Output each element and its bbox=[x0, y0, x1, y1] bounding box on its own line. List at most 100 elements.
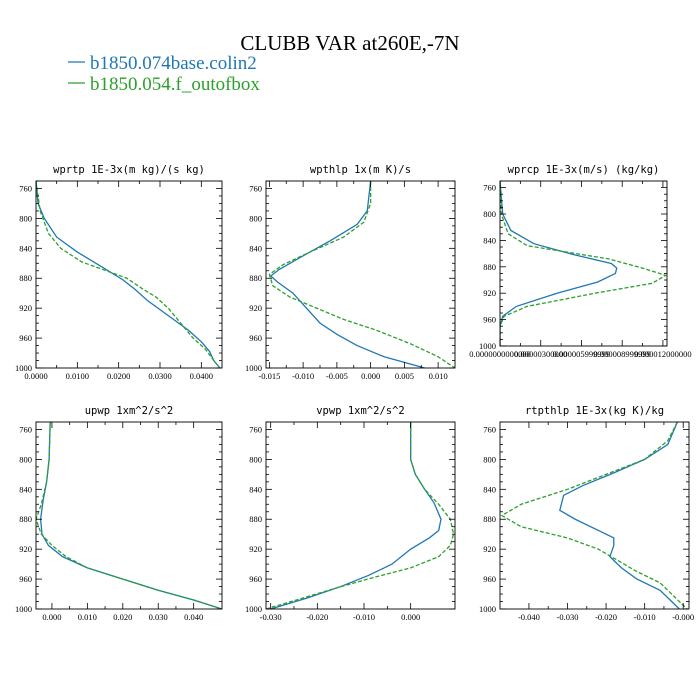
plot-frame bbox=[499, 421, 690, 610]
x-tick-label: 0.000 bbox=[42, 612, 61, 622]
x-tick-label: 0.000005999999 bbox=[553, 349, 610, 359]
y-tick-label: 960 bbox=[249, 574, 262, 584]
y-tick-label: 800 bbox=[19, 454, 32, 464]
x-tick-label: 0.040 bbox=[184, 612, 203, 622]
y-tick-label: 1000 bbox=[245, 604, 262, 614]
y-tick-label: 760 bbox=[249, 183, 262, 193]
y-tick-label: 920 bbox=[483, 544, 496, 554]
panels: wprtp 1E-3x(m kg)/(s kg) 760 800 840 880 920 9… bbox=[15, 164, 694, 622]
y-tick-label: 840 bbox=[249, 243, 262, 253]
series-line-2 bbox=[36, 422, 222, 609]
panel-4: upwp 1xm^2/s^2 760 800 840 880 920 960 1000 0.00… bbox=[15, 405, 223, 622]
x-tick-label: -0.000 bbox=[672, 612, 694, 622]
x-tick-label: -0.030 bbox=[260, 612, 282, 622]
panel-title: upwp 1xm^2/s^2 bbox=[85, 405, 174, 417]
y-tick-label: 800 bbox=[249, 213, 262, 223]
y-tick-label: 920 bbox=[19, 303, 32, 313]
y-tick-label: 920 bbox=[249, 544, 262, 554]
x-tick-label: 0.00000300000 bbox=[514, 349, 567, 359]
x-tick-label: -0.010 bbox=[353, 612, 375, 622]
y-tick-label: 760 bbox=[19, 424, 32, 434]
panel-title: vpwp 1xm^2/s^2 bbox=[316, 405, 405, 417]
y-tick-label: 920 bbox=[249, 303, 262, 313]
x-tick-label: 0.0000 bbox=[24, 371, 47, 381]
y-tick-label: 960 bbox=[249, 333, 262, 343]
series-line-2 bbox=[500, 181, 667, 346]
y-tick-label: 880 bbox=[249, 273, 262, 283]
series-line-2 bbox=[266, 422, 455, 609]
series-line-2 bbox=[268, 181, 455, 368]
y-tick-label: 840 bbox=[249, 484, 262, 494]
y-tick-label: 880 bbox=[19, 273, 32, 283]
series-line-1 bbox=[270, 422, 442, 609]
x-tick-label: 0.000012000000 bbox=[634, 349, 691, 359]
y-tick-label: 880 bbox=[249, 514, 262, 524]
plot-frame bbox=[35, 421, 223, 610]
series-line-2 bbox=[500, 422, 688, 609]
y-tick-label: 1000 bbox=[479, 341, 496, 351]
y-tick-label: 1000 bbox=[245, 363, 262, 373]
panel-title: wprcp 1E-3x(m/s) (kg/kg) bbox=[508, 164, 660, 176]
y-tick-label: 880 bbox=[483, 262, 496, 272]
y-tick-label: 760 bbox=[483, 183, 496, 193]
y-tick-label: 800 bbox=[483, 454, 496, 464]
x-tick-label: 0.005 bbox=[395, 371, 414, 381]
y-tick-label: 960 bbox=[19, 574, 32, 584]
panel-6: rtpthlp 1E-3x(kg K)/kg 760 800 840 880 920 960… bbox=[479, 405, 694, 622]
x-tick-label: 0.020 bbox=[113, 612, 132, 622]
x-tick-label: 0.0300 bbox=[148, 371, 171, 381]
y-tick-label: 840 bbox=[19, 484, 32, 494]
series-line-1 bbox=[269, 181, 425, 368]
x-tick-label: 0.000 bbox=[401, 612, 420, 622]
y-tick-label: 760 bbox=[483, 424, 496, 434]
legend: b1850.074base.colin2 b1850.054.f_outofbo… bbox=[68, 53, 260, 95]
x-tick-label: -0.030 bbox=[557, 612, 579, 622]
panel-1: wprtp 1E-3x(m kg)/(s kg) 760 800 840 880 920 9… bbox=[15, 164, 223, 381]
plot-frame bbox=[35, 180, 223, 369]
x-tick-label: 0.000008999999 bbox=[594, 349, 651, 359]
x-tick-label: -0.010 bbox=[634, 612, 656, 622]
x-tick-label: -0.020 bbox=[306, 612, 328, 622]
x-tick-label: -0.010 bbox=[292, 371, 314, 381]
legend-label-2: b1850.054.f_outofbox bbox=[90, 74, 260, 95]
panel-title: rtpthlp 1E-3x(kg K)/kg bbox=[525, 405, 664, 417]
series-line-1 bbox=[559, 422, 680, 609]
y-tick-label: 1000 bbox=[15, 363, 32, 373]
y-tick-label: 800 bbox=[249, 454, 262, 464]
x-tick-label: 0.010 bbox=[429, 371, 448, 381]
x-tick-label: -0.020 bbox=[595, 612, 617, 622]
y-tick-label: 920 bbox=[483, 288, 496, 298]
plot-frame bbox=[265, 180, 456, 369]
panel-2: wpthlp 1x(m K)/s7608008408809209601000-0… bbox=[245, 164, 456, 381]
plot-frame bbox=[499, 180, 668, 347]
x-tick-label: 0.0100 bbox=[66, 371, 89, 381]
y-tick-label: 960 bbox=[483, 574, 496, 584]
x-tick-label: 0.0400 bbox=[190, 371, 213, 381]
y-tick-label: 880 bbox=[483, 514, 496, 524]
panel-title: wpthlp 1x(m K)/s bbox=[310, 164, 411, 176]
y-tick-label: 880 bbox=[19, 514, 32, 524]
series-line-1 bbox=[39, 422, 222, 609]
y-tick-label: 760 bbox=[249, 424, 262, 434]
x-tick-label: 0.0000000000000 bbox=[469, 349, 531, 359]
y-tick-label: 920 bbox=[19, 544, 32, 554]
x-tick-label: 0.010 bbox=[78, 612, 97, 622]
x-tick-label: -0.015 bbox=[258, 371, 280, 381]
series-line-1 bbox=[500, 181, 618, 346]
y-tick-label: 800 bbox=[19, 213, 32, 223]
y-tick-label: 800 bbox=[483, 209, 496, 219]
x-tick-label: 0.0200 bbox=[107, 371, 130, 381]
legend-label-1: b1850.074base.colin2 bbox=[90, 53, 257, 74]
y-tick-label: 840 bbox=[19, 243, 32, 253]
panel-3: wprcp 1E-3x(m/s) (kg/kg) 760 800 840 880 920 9… bbox=[469, 164, 691, 359]
panel-title: wprtp 1E-3x(m kg)/(s kg) bbox=[53, 164, 205, 176]
x-tick-label: -0.005 bbox=[326, 371, 348, 381]
series-line-1 bbox=[36, 181, 221, 368]
figure-title: CLUBB VAR at260E,-7N bbox=[240, 31, 459, 55]
y-tick-label: 840 bbox=[483, 484, 496, 494]
panel-5: vpwp 1xm^2/s^27608008408809209601000-0.0… bbox=[245, 405, 456, 622]
y-tick-label: 1000 bbox=[479, 604, 496, 614]
plot-frame bbox=[265, 421, 456, 610]
x-tick-label: 0.000 bbox=[361, 371, 380, 381]
